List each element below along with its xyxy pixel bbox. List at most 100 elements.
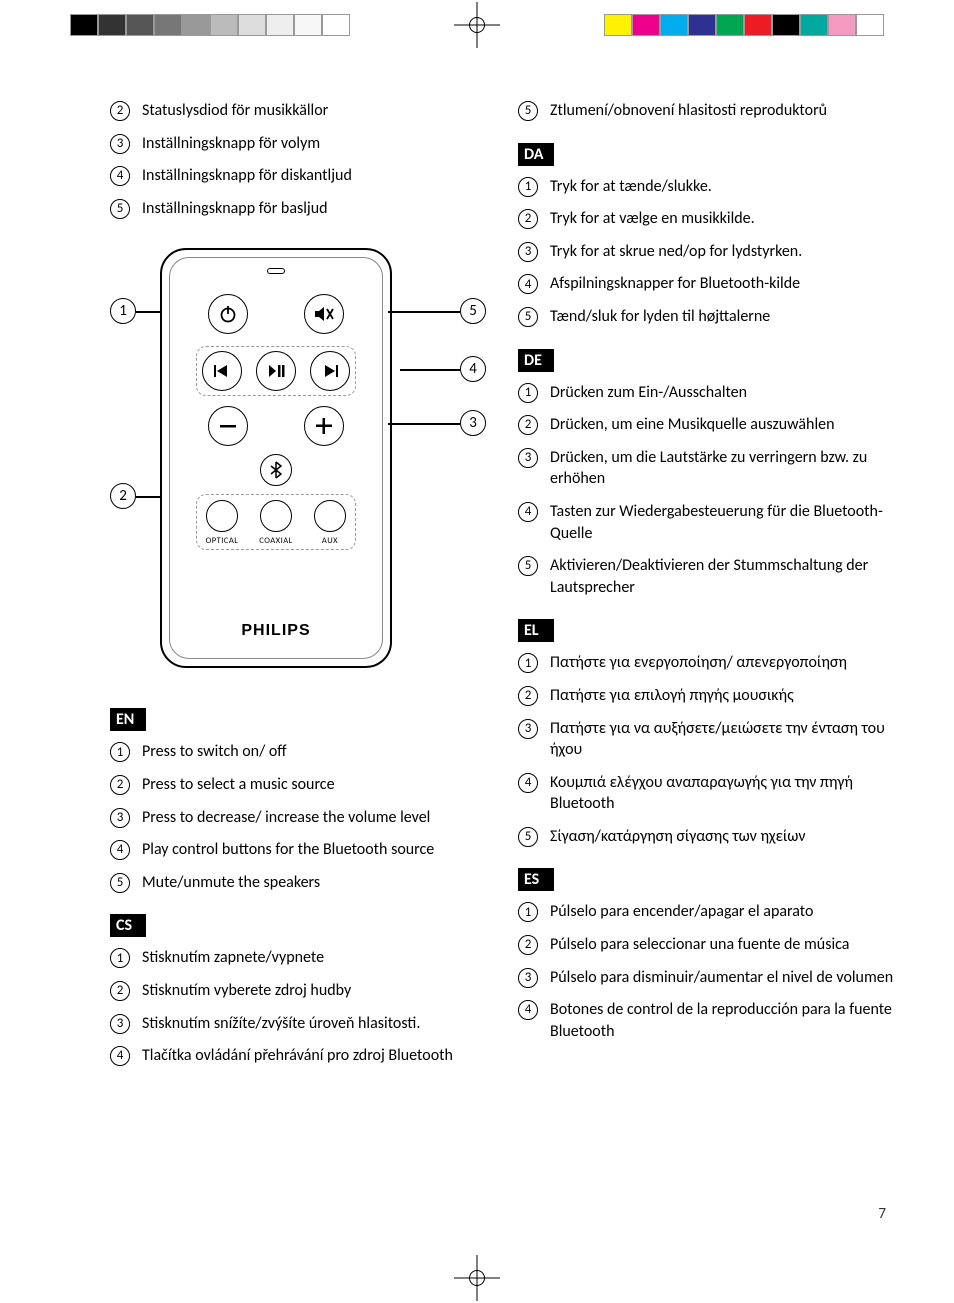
remote-brand: PHILIPS xyxy=(162,622,390,640)
lang-tag-es: ES xyxy=(518,868,554,891)
item-number: 2 xyxy=(110,981,130,1001)
item-text: Σίγαση/κατάργηση σίγασης των ηχείων xyxy=(550,826,894,848)
item-text: Play control buttons for the Bluetooth s… xyxy=(142,839,486,861)
crop-marks-top xyxy=(0,0,954,50)
callout-3: 3 xyxy=(460,410,486,436)
item-text: Drücken, um eine Musikquelle auszuwählen xyxy=(550,414,894,436)
item-text: Drücken zum Ein-/Ausschalten xyxy=(550,382,894,404)
leader-3 xyxy=(388,423,460,424)
swatch xyxy=(266,14,294,36)
item-number: 1 xyxy=(110,742,130,762)
item-number: 5 xyxy=(110,873,130,893)
item-text: Inställningsknapp för volym xyxy=(142,133,486,155)
el-list: 1Πατήστε για ενεργοποίηση/ απενεργοποίησ… xyxy=(518,652,894,858)
list-item: 3 Tryk for at skrue ned/op for lydstyrken… xyxy=(518,241,894,263)
item-number: 3 xyxy=(518,242,538,262)
item-number: 3 xyxy=(518,968,538,988)
list-item: 1Tryk for at tænde/slukke. xyxy=(518,176,894,198)
item-number: 3 xyxy=(518,719,538,739)
item-number: 3 xyxy=(110,1014,130,1034)
lang-tag-en: EN xyxy=(110,708,146,731)
item-text: Press to select a music source xyxy=(142,774,486,796)
item-number: 4 xyxy=(110,840,130,860)
swatch xyxy=(660,14,688,36)
item-text: Inställningsknapp för basljud xyxy=(142,198,486,220)
registration-mark-top xyxy=(462,10,492,40)
item-text: Inställningsknapp för diskantljud xyxy=(142,165,486,187)
swatch xyxy=(688,14,716,36)
cs-list: 1 Stisknutím zapnete/vypnete 2Stisknutím v… xyxy=(110,947,486,1077)
list-item: 5Aktivieren/Deaktivieren der Stummschalt… xyxy=(518,555,894,598)
lang-tag-cs: CS xyxy=(110,914,146,937)
lang-tag-de: DE xyxy=(518,349,554,372)
item-text: Afspilningsknapper for Bluetooth-kilde xyxy=(550,273,894,295)
swatch xyxy=(70,14,98,36)
item-number: 3 xyxy=(518,448,538,468)
da-list: 1Tryk for at tænde/slukke. 2 Tryk for at v… xyxy=(518,176,894,339)
list-item: 2 Púlselo para seleccionar una fuente de … xyxy=(518,934,894,956)
list-item: 4 Play control buttons for the Bluetooth … xyxy=(110,839,486,861)
list-item: 1Púlselo para encender/apagar el aparato xyxy=(518,901,894,923)
item-number: 2 xyxy=(110,775,130,795)
list-item: 1 Drücken zum Ein-/Ausschalten xyxy=(518,382,894,404)
swatch xyxy=(182,14,210,36)
callout-2: 2 xyxy=(110,483,136,509)
item-text: Botones de control de la reproducción pa… xyxy=(550,999,894,1042)
item-number: 1 xyxy=(110,948,130,968)
item-number: 2 xyxy=(518,935,538,955)
color-bar-left xyxy=(70,14,350,36)
swatch xyxy=(210,14,238,36)
leader-4 xyxy=(400,369,460,370)
list-item: 1 Stisknutím zapnete/vypnete xyxy=(110,947,486,969)
item-text: Press to switch on/ off xyxy=(142,741,486,763)
item-text: Púlselo para seleccionar una fuente de m… xyxy=(550,934,894,956)
list-item: 4Botones de control de la reproducción p… xyxy=(518,999,894,1042)
item-text: Tryk for at skrue ned/op for lydstyrken. xyxy=(550,241,894,263)
item-number: 3 xyxy=(110,808,130,828)
callout-5: 5 xyxy=(460,298,486,324)
item-text: Statuslysdiod för musikkällor xyxy=(142,100,486,122)
en-list: 1 Press to switch on/ off 2 Press to select… xyxy=(110,741,486,904)
list-item: 2Stisknutím vyberete zdroj hudby xyxy=(110,980,486,1002)
swatch xyxy=(828,14,856,36)
lang-tag-el: EL xyxy=(518,619,554,642)
source-label-optical: OPTICAL xyxy=(202,536,242,546)
item-text: Ztlumení/obnovení hlasitosti reproduktor… xyxy=(550,100,894,122)
list-item: 3Inställningsknapp för volym xyxy=(110,133,486,155)
de-list: 1 Drücken zum Ein-/Ausschalten 2Drücken, u… xyxy=(518,382,894,610)
item-number: 5 xyxy=(518,827,538,847)
list-item: 5 Tænd/sluk for lyden til højttalerne xyxy=(518,306,894,328)
leader-5 xyxy=(388,311,460,312)
registration-mark-bottom xyxy=(462,1263,492,1293)
list-item: 2Drücken, um eine Musikquelle auszuwähle… xyxy=(518,414,894,436)
es-list: 1Púlselo para encender/apagar el aparato… xyxy=(518,901,894,1053)
list-item: 2Πατήστε για επιλογή πηγής μουσικής xyxy=(518,685,894,707)
list-item: 4Afspilningsknapper for Bluetooth-kilde xyxy=(518,273,894,295)
item-number: 2 xyxy=(518,686,538,706)
page-number: 7 xyxy=(878,1205,886,1223)
item-number: 1 xyxy=(518,902,538,922)
item-text: Stisknutím zapnete/vypnete xyxy=(142,947,486,969)
list-item: 2Statuslysdiod för musikkällor xyxy=(110,100,486,122)
sv-partial-list: 2Statuslysdiod för musikkällor 3Inställni… xyxy=(110,100,486,230)
swatch xyxy=(322,14,350,36)
list-item: 2 Tryk for at vælge en musikkilde. xyxy=(518,208,894,230)
item-number: 4 xyxy=(110,1046,130,1066)
item-text: Tryk for at vælge en musikkilde. xyxy=(550,208,894,230)
cs-cont-list: 5Ztlumení/obnovení hlasitosti reprodukto… xyxy=(518,100,894,133)
item-text: Tænd/sluk for lyden til højttalerne xyxy=(550,306,894,328)
item-number: 5 xyxy=(518,307,538,327)
item-text: Tryk for at tænde/slukke. xyxy=(550,176,894,198)
item-number: 1 xyxy=(518,383,538,403)
item-text: Πατήστε για να αυξήσετε/μειώσετε την έντ… xyxy=(550,718,894,761)
remote-led xyxy=(267,268,285,274)
swatch xyxy=(716,14,744,36)
list-item: 3 Press to decrease/ increase the volume … xyxy=(110,807,486,829)
item-text: Tasten zur Wiedergabesteuerung für die B… xyxy=(550,501,894,544)
item-number: 2 xyxy=(518,209,538,229)
item-text: Press to decrease/ increase the volume l… xyxy=(142,807,486,829)
item-text: Aktivieren/Deaktivieren der Stummschaltu… xyxy=(550,555,894,598)
list-item: 1Πατήστε για ενεργοποίηση/ απενεργοποίησ… xyxy=(518,652,894,674)
item-number: 1 xyxy=(518,653,538,673)
swatch xyxy=(856,14,884,36)
